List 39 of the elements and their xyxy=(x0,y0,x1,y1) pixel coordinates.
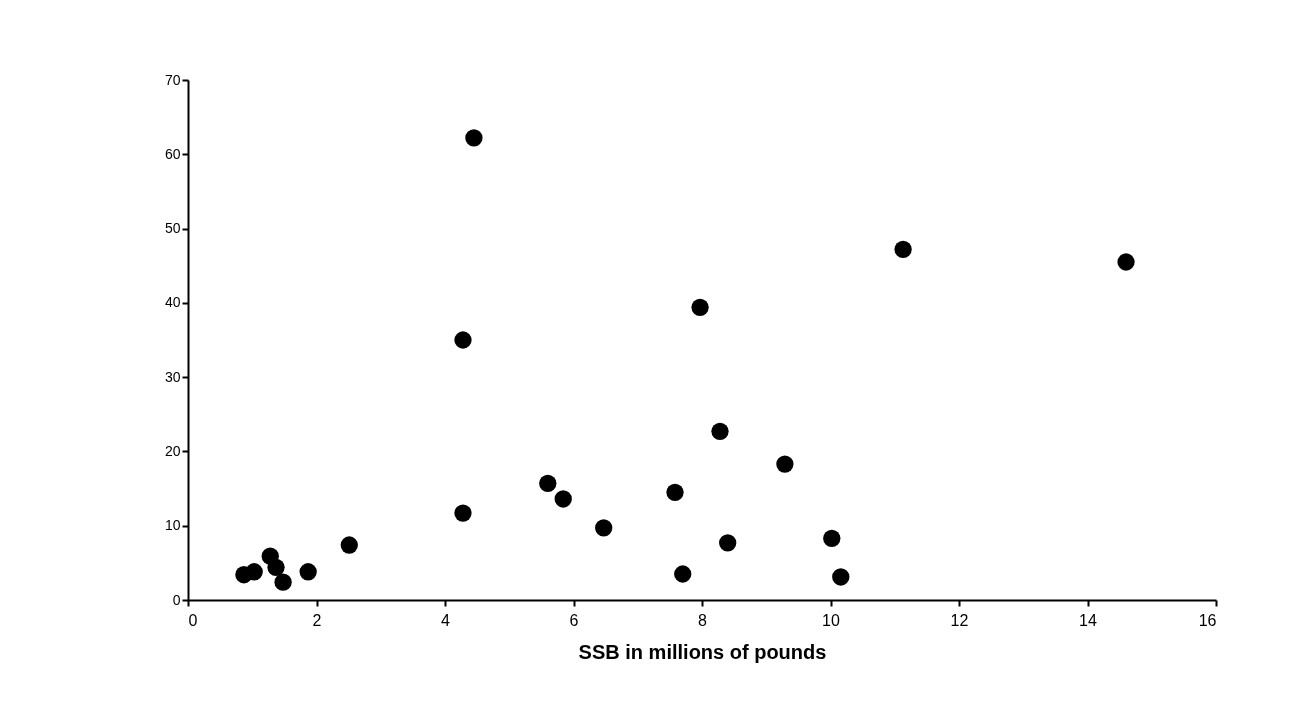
x-tick-label: 16 xyxy=(1198,611,1217,629)
point xyxy=(267,558,285,576)
point xyxy=(674,565,692,583)
y-tick-label: 70 xyxy=(164,71,181,88)
y-tick-label: 20 xyxy=(164,442,181,459)
y-tick-label: 60 xyxy=(164,145,181,162)
x-axis-title: SSB in millions of pounds xyxy=(578,640,827,663)
point xyxy=(776,455,794,473)
point xyxy=(299,563,317,581)
y-tick-label: 10 xyxy=(164,517,181,534)
point xyxy=(1117,253,1135,271)
x-tick-label: 12 xyxy=(950,611,969,629)
x-tick-label: 6 xyxy=(569,611,579,629)
point xyxy=(340,536,358,554)
point xyxy=(823,529,841,547)
y-tick-label: 30 xyxy=(164,368,181,385)
point xyxy=(691,298,709,316)
x-tick-label: 10 xyxy=(822,611,840,629)
point xyxy=(832,568,850,586)
y-tick-label: 40 xyxy=(164,294,181,311)
x-tick-label: 0 xyxy=(188,611,198,629)
y-tick-label: 0 xyxy=(172,591,181,608)
point xyxy=(454,504,472,522)
point xyxy=(245,563,263,581)
point xyxy=(894,240,912,259)
x-tick-label: 2 xyxy=(312,611,322,629)
point xyxy=(711,422,729,441)
point xyxy=(595,519,613,537)
point xyxy=(539,474,557,493)
point xyxy=(554,490,572,508)
point xyxy=(274,573,292,591)
x-tick-label: 4 xyxy=(441,611,451,629)
point xyxy=(454,331,472,349)
x-tick-label: 14 xyxy=(1079,611,1097,629)
point xyxy=(666,483,684,501)
point xyxy=(465,129,483,147)
point xyxy=(719,534,737,552)
y-tick-label: 50 xyxy=(164,220,181,237)
x-tick-label: 8 xyxy=(698,611,708,629)
